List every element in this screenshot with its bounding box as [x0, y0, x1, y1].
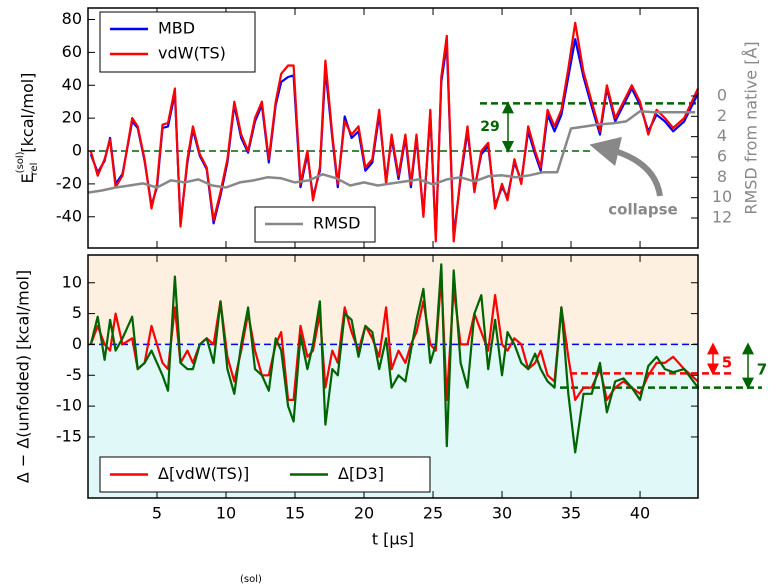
- y-label-unit: [kcal/mol]: [18, 73, 37, 153]
- annotation-label: 29: [480, 119, 499, 135]
- legend-label: vdW(TS): [158, 44, 226, 63]
- annotation-label: 5: [722, 353, 732, 371]
- y-tick-label: 0: [72, 334, 82, 353]
- x-tick-label: 20: [354, 504, 374, 523]
- y-axis-label: Δ − Δ(unfolded) [kcal/mol]: [14, 270, 33, 483]
- y2-axis-label: RMSD from native [Å]: [742, 41, 761, 214]
- x-tick-label: 35: [561, 504, 581, 523]
- bg-above: [88, 255, 698, 345]
- y2-tick-label: 2: [717, 106, 727, 125]
- legend-label: Δ[D3]: [338, 464, 384, 483]
- annotation-label: 7: [757, 361, 767, 379]
- series-line: [89, 263, 699, 454]
- x-tick-label: 40: [630, 504, 650, 523]
- y-tick-label: 80: [62, 9, 82, 28]
- y-label-sub: rel: [29, 163, 40, 176]
- y-tick-label: -40: [56, 206, 82, 225]
- caption-fragment: (sol): [240, 574, 262, 585]
- y2-tick-label: 10: [712, 187, 732, 206]
- series-line: [89, 275, 699, 401]
- annotation-label: collapse: [608, 201, 677, 219]
- y-tick-label: 20: [62, 108, 82, 127]
- series-line: [87, 109, 696, 194]
- x-axis-label: t [μs]: [372, 530, 414, 549]
- y2-tick-label: 0: [717, 85, 727, 104]
- y-label-main: E: [18, 173, 37, 183]
- y2-tick-label: 12: [712, 208, 732, 227]
- plot-frame: [87, 7, 699, 249]
- y-label-sup: (sol): [15, 151, 26, 173]
- legend-label: RMSD: [313, 214, 360, 233]
- x-tick-label: 5: [152, 504, 162, 523]
- x-tick-label: 25: [423, 504, 443, 523]
- legend-label: Δ[vdW(TS)]: [158, 464, 249, 483]
- x-tick-label: 30: [492, 504, 512, 523]
- y2-tick-label: 8: [717, 167, 727, 186]
- y-tick-label: 40: [62, 75, 82, 94]
- y-tick-label: 10: [62, 272, 82, 291]
- legend-box: [99, 11, 256, 73]
- y-tick-label: -5: [66, 365, 82, 384]
- y-axis-label: E(sol) rel [kcal/mol]: [15, 73, 40, 184]
- y-tick-label: 0: [72, 141, 82, 160]
- plot-frame: [87, 254, 699, 499]
- y-tick-label: -15: [56, 426, 82, 445]
- collapse-arrow: [589, 136, 663, 197]
- y2-tick-label: 4: [717, 126, 727, 145]
- y2-tick-label: 6: [717, 146, 727, 165]
- legend-label: MBD: [158, 19, 195, 38]
- y-tick-label: -10: [56, 396, 82, 415]
- y-tick-label: 60: [62, 42, 82, 61]
- legend-box: [99, 456, 431, 493]
- x-tick-label: 10: [216, 504, 236, 523]
- x-tick-label: 15: [285, 504, 305, 523]
- y-tick-label: -20: [56, 173, 82, 192]
- y-tick-label: 5: [72, 303, 82, 322]
